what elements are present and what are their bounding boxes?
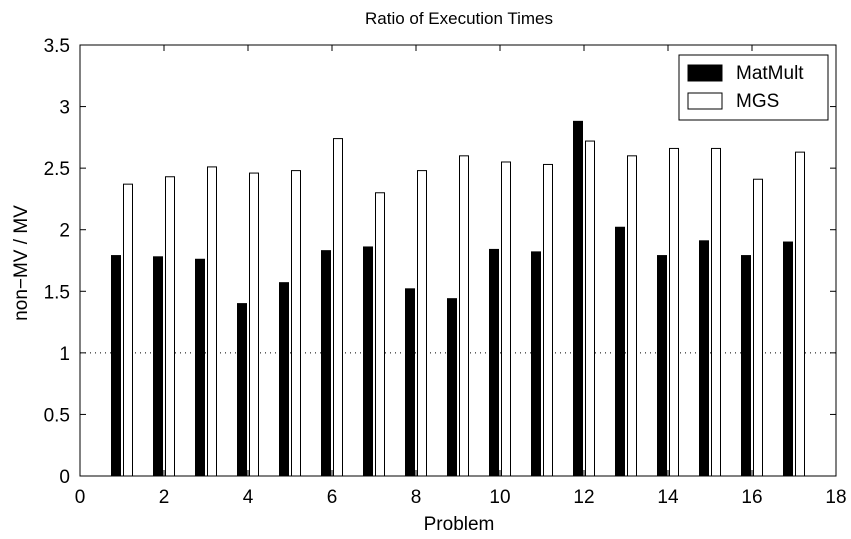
bar-matmult-13	[615, 226, 625, 477]
x-tick-label: 10	[489, 487, 510, 508]
y-tick-label: 0	[59, 467, 70, 488]
bar-mgs-17	[795, 151, 805, 477]
x-tick-label: 12	[573, 487, 594, 508]
bar-matmult-9	[447, 298, 457, 477]
bar-mgs-2	[165, 176, 175, 477]
bar-mgs-13	[627, 155, 637, 477]
y-tick-label: 2.5	[44, 159, 70, 180]
legend: MatMult MGS	[678, 54, 829, 121]
x-tick-label: 14	[657, 487, 679, 508]
bar-mgs-12	[585, 140, 595, 477]
bar-matmult-2	[153, 256, 163, 477]
y-tick-label: 1.5	[44, 282, 70, 303]
bar-matmult-16	[741, 255, 751, 477]
x-tick-label: 18	[825, 487, 846, 508]
x-axis-label: Problem	[424, 514, 495, 535]
x-tick-label: 6	[327, 487, 338, 508]
x-tick-label: 2	[159, 487, 170, 508]
bar-matmult-3	[195, 258, 205, 477]
bar-mgs-4	[249, 172, 259, 477]
axis-ticks: 0 2 4 6 8 10 12 14 16 18 0 0.5 1 1.5 2 2.5 3 3.5	[44, 36, 847, 508]
legend-swatch-matmult	[687, 64, 723, 82]
x-tick-label: 16	[741, 487, 762, 508]
bar-matmult-1	[111, 255, 121, 477]
bar-matmult-15	[699, 240, 709, 477]
bar-matmult-11	[531, 251, 541, 477]
y-tick-label: 1	[59, 344, 70, 365]
bar-mgs-11	[543, 163, 553, 477]
y-axis-label: non−MV / MV	[11, 205, 32, 321]
y-tick-label: 3	[59, 98, 70, 119]
bar-matmult-4	[237, 303, 247, 477]
bar-mgs-6	[333, 138, 343, 477]
bar-matmult-17	[783, 241, 793, 477]
bar-matmult-8	[405, 288, 415, 477]
y-tick-label: 2	[59, 221, 70, 242]
bar-matmult-14	[657, 255, 667, 477]
bar-mgs-10	[501, 161, 511, 477]
bar-matmult-7	[363, 246, 373, 477]
bar-matmult-12	[573, 120, 583, 477]
legend-label-mgs: MGS	[736, 91, 779, 112]
x-tick-label: 0	[75, 487, 86, 508]
x-tick-label: 4	[243, 487, 254, 508]
bar-mgs-3	[207, 166, 217, 477]
bar-mgs-15	[711, 147, 721, 477]
bar-mgs-16	[753, 178, 763, 477]
legend-swatch-mgs	[687, 92, 723, 110]
bar-mgs-5	[291, 170, 301, 477]
legend-label-matmult: MatMult	[736, 63, 804, 84]
y-tick-label: 3.5	[44, 36, 70, 57]
plot-area	[80, 120, 836, 477]
y-tick-label: 0.5	[44, 405, 70, 426]
axes-frame	[79, 44, 837, 477]
bar-matmult-6	[321, 250, 331, 477]
bar-mgs-9	[459, 155, 469, 477]
bar-matmult-5	[279, 282, 289, 477]
bar-mgs-8	[417, 170, 427, 477]
chart-title: Ratio of Execution Times	[365, 9, 553, 28]
x-tick-label: 8	[411, 487, 422, 508]
bar-mgs-7	[375, 192, 385, 477]
bar-matmult-10	[489, 248, 499, 477]
bar-mgs-14	[669, 147, 679, 477]
bar-mgs-1	[123, 183, 133, 477]
